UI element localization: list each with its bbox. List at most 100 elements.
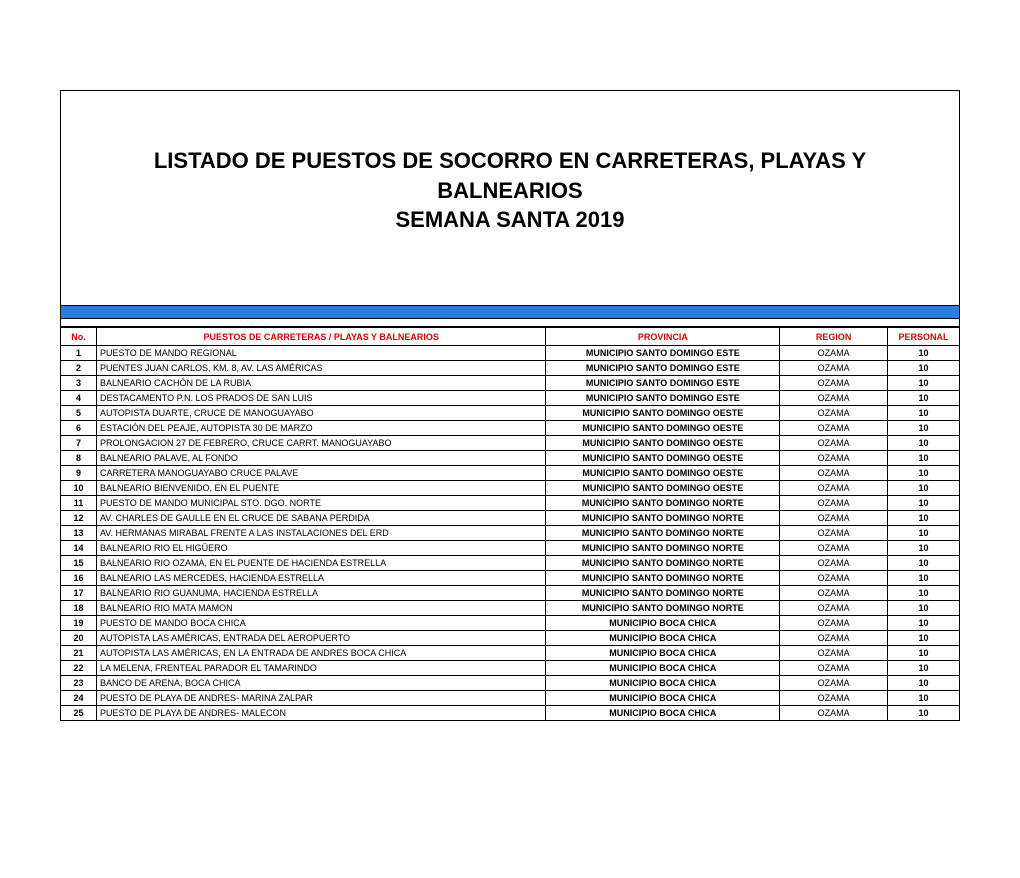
cell-provincia: MUNICIPIO SANTO DOMINGO OESTE <box>546 421 780 436</box>
cell-region: OZAMA <box>780 661 888 676</box>
cell-puesto: PUESTO DE PLAYA DE ANDRES- MALECON <box>96 706 546 721</box>
cell-personal: 10 <box>888 706 960 721</box>
cell-provincia: MUNICIPIO SANTO DOMINGO ESTE <box>546 376 780 391</box>
table-row: 15BALNEARIO RIO OZAMA, EN EL PUENTE DE H… <box>61 556 960 571</box>
cell-no: 12 <box>61 511 97 526</box>
title-frame: LISTADO DE PUESTOS DE SOCORRO EN CARRETE… <box>60 90 960 327</box>
cell-personal: 10 <box>888 691 960 706</box>
cell-puesto: ESTACIÓN DEL PEAJE, AUTOPISTA 30 DE MARZ… <box>96 421 546 436</box>
cell-personal: 10 <box>888 556 960 571</box>
cell-provincia: MUNICIPIO SANTO DOMINGO OESTE <box>546 481 780 496</box>
cell-puesto: LA MELENA, FRENTEAL PARADOR EL TAMARINDO <box>96 661 546 676</box>
cell-personal: 10 <box>888 676 960 691</box>
cell-puesto: CARRETERA MANOGUAYABO CRUCE PALAVE <box>96 466 546 481</box>
cell-no: 21 <box>61 646 97 661</box>
title-block: LISTADO DE PUESTOS DE SOCORRO EN CARRETE… <box>61 91 959 305</box>
title-line-1: LISTADO DE PUESTOS DE SOCORRO EN CARRETE… <box>81 146 939 205</box>
table-row: 21AUTOPISTA LAS AMÉRICAS, EN LA ENTRADA … <box>61 646 960 661</box>
spacer-row <box>61 319 959 327</box>
cell-puesto: BALNEARIO RIO EL HIGÜERO <box>96 541 546 556</box>
cell-region: OZAMA <box>780 511 888 526</box>
cell-provincia: MUNICIPIO BOCA CHICA <box>546 691 780 706</box>
cell-puesto: PUESTO DE PLAYA DE ANDRES- MARINA ZALPAR <box>96 691 546 706</box>
cell-puesto: PROLONGACION 27 DE FEBRERO, CRUCE CARRT.… <box>96 436 546 451</box>
header-region: REGION <box>780 328 888 346</box>
cell-provincia: MUNICIPIO SANTO DOMINGO NORTE <box>546 586 780 601</box>
cell-puesto: AV. HERMANAS MIRABAL FRENTE A LAS INSTAL… <box>96 526 546 541</box>
cell-no: 1 <box>61 346 97 361</box>
cell-personal: 10 <box>888 526 960 541</box>
cell-region: OZAMA <box>780 691 888 706</box>
cell-puesto: BALNEARIO CACHÓN DE LA RUBIA <box>96 376 546 391</box>
cell-no: 8 <box>61 451 97 466</box>
cell-region: OZAMA <box>780 706 888 721</box>
cell-region: OZAMA <box>780 481 888 496</box>
table-row: 5AUTOPISTA DUARTE, CRUCE DE MANOGUAYABOM… <box>61 406 960 421</box>
cell-region: OZAMA <box>780 346 888 361</box>
cell-personal: 10 <box>888 511 960 526</box>
cell-puesto: BALNEARIO PALAVE, AL FONDO <box>96 451 546 466</box>
cell-puesto: PUESTO DE MANDO MUNICIPAL STO. DGO. NORT… <box>96 496 546 511</box>
page: LISTADO DE PUESTOS DE SOCORRO EN CARRETE… <box>0 90 1020 878</box>
cell-no: 10 <box>61 481 97 496</box>
data-table: No. PUESTOS DE CARRETERAS / PLAYAS Y BAL… <box>60 327 960 721</box>
cell-provincia: MUNICIPIO BOCA CHICA <box>546 676 780 691</box>
cell-puesto: BALNEARIO RIO OZAMA, EN EL PUENTE DE HAC… <box>96 556 546 571</box>
cell-provincia: MUNICIPIO SANTO DOMINGO NORTE <box>546 511 780 526</box>
cell-no: 2 <box>61 361 97 376</box>
cell-region: OZAMA <box>780 391 888 406</box>
cell-personal: 10 <box>888 631 960 646</box>
cell-personal: 10 <box>888 616 960 631</box>
cell-no: 3 <box>61 376 97 391</box>
table-row: 20AUTOPISTA LAS AMÉRICAS, ENTRADA DEL AE… <box>61 631 960 646</box>
cell-puesto: AV. CHARLES DE GAULLE EN EL CRUCE DE SAB… <box>96 511 546 526</box>
cell-no: 24 <box>61 691 97 706</box>
cell-puesto: AUTOPISTA DUARTE, CRUCE DE MANOGUAYABO <box>96 406 546 421</box>
cell-provincia: MUNICIPIO SANTO DOMINGO ESTE <box>546 361 780 376</box>
cell-puesto: BALNEARIO RIO GUANUMA, HACIENDA ESTRELLA <box>96 586 546 601</box>
cell-provincia: MUNICIPIO BOCA CHICA <box>546 661 780 676</box>
cell-no: 22 <box>61 661 97 676</box>
table-row: 11PUESTO DE MANDO MUNICIPAL STO. DGO. NO… <box>61 496 960 511</box>
header-provincia: PROVINCIA <box>546 328 780 346</box>
table-row: 23BANCO DE ARENA, BOCA CHICAMUNICIPIO BO… <box>61 676 960 691</box>
table-row: 4DESTACAMENTO P.N. LOS PRADOS DE SAN LUI… <box>61 391 960 406</box>
cell-no: 18 <box>61 601 97 616</box>
header-row: No. PUESTOS DE CARRETERAS / PLAYAS Y BAL… <box>61 328 960 346</box>
cell-region: OZAMA <box>780 361 888 376</box>
cell-puesto: BANCO DE ARENA, BOCA CHICA <box>96 676 546 691</box>
cell-provincia: MUNICIPIO SANTO DOMINGO ESTE <box>546 391 780 406</box>
cell-region: OZAMA <box>780 601 888 616</box>
cell-no: 16 <box>61 571 97 586</box>
cell-no: 5 <box>61 406 97 421</box>
cell-region: OZAMA <box>780 466 888 481</box>
cell-provincia: MUNICIPIO SANTO DOMINGO OESTE <box>546 436 780 451</box>
cell-personal: 10 <box>888 571 960 586</box>
title-line-2: SEMANA SANTA 2019 <box>81 205 939 235</box>
cell-puesto: PUESTO DE MANDO BOCA CHICA <box>96 616 546 631</box>
cell-provincia: MUNICIPIO SANTO DOMINGO NORTE <box>546 601 780 616</box>
cell-region: OZAMA <box>780 616 888 631</box>
cell-provincia: MUNICIPIO BOCA CHICA <box>546 646 780 661</box>
cell-puesto: DESTACAMENTO P.N. LOS PRADOS DE SAN LUIS <box>96 391 546 406</box>
table-row: 18BALNEARIO RIO MATA MAMONMUNICIPIO SANT… <box>61 601 960 616</box>
cell-no: 25 <box>61 706 97 721</box>
table-row: 24PUESTO DE PLAYA DE ANDRES- MARINA ZALP… <box>61 691 960 706</box>
cell-region: OZAMA <box>780 586 888 601</box>
cell-region: OZAMA <box>780 376 888 391</box>
cell-personal: 10 <box>888 406 960 421</box>
header-personal: PERSONAL <box>888 328 960 346</box>
table-row: 9CARRETERA MANOGUAYABO CRUCE PALAVEMUNIC… <box>61 466 960 481</box>
table-row: 7PROLONGACION 27 DE FEBRERO, CRUCE CARRT… <box>61 436 960 451</box>
cell-personal: 10 <box>888 346 960 361</box>
cell-no: 14 <box>61 541 97 556</box>
cell-provincia: MUNICIPIO SANTO DOMINGO NORTE <box>546 496 780 511</box>
cell-no: 9 <box>61 466 97 481</box>
table-row: 8BALNEARIO PALAVE, AL FONDOMUNICIPIO SAN… <box>61 451 960 466</box>
cell-personal: 10 <box>888 661 960 676</box>
table-row: 25PUESTO DE PLAYA DE ANDRES- MALECONMUNI… <box>61 706 960 721</box>
cell-no: 23 <box>61 676 97 691</box>
cell-provincia: MUNICIPIO BOCA CHICA <box>546 616 780 631</box>
table-row: 14BALNEARIO RIO EL HIGÜEROMUNICIPIO SANT… <box>61 541 960 556</box>
cell-no: 4 <box>61 391 97 406</box>
